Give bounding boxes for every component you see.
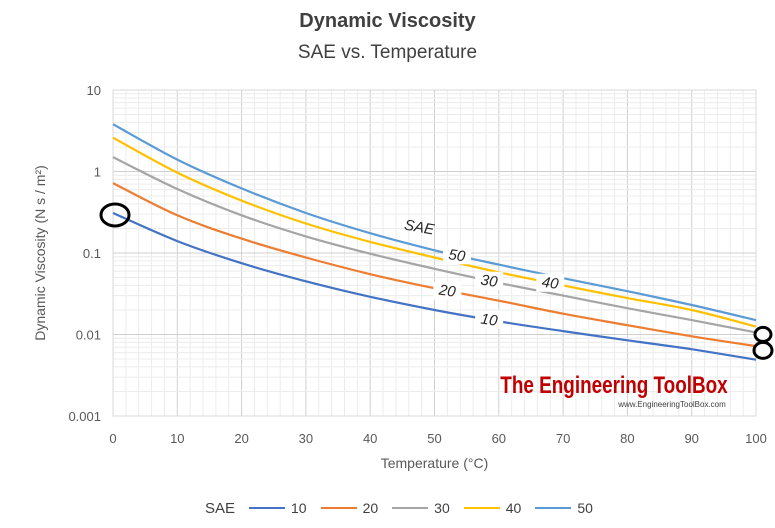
curve-labels: 10 20 30 40 50 SAE: [403, 217, 565, 330]
y-tick-label: 1: [94, 165, 101, 180]
figure-eight-marker-bottom: [752, 340, 774, 360]
legend-item-sae-50: 50: [535, 500, 593, 516]
legend-label: 50: [577, 500, 593, 516]
sae-annotation: SAE: [403, 217, 436, 239]
legend-swatch: [249, 507, 286, 509]
legend-title: SAE: [205, 499, 236, 517]
legend-swatch: [320, 507, 357, 509]
y-tick-label: 0.1: [83, 246, 101, 261]
curve-label-bg: [475, 310, 504, 329]
legend: SAE 10 20 30 40 50: [205, 496, 607, 520]
series-lines: [112, 123, 757, 361]
legend-label: 10: [291, 500, 307, 516]
y-tick-label: 10: [87, 83, 101, 98]
y-tick-label: 0.001: [68, 409, 101, 424]
grid: [112, 90, 757, 417]
curve-label-sae-20: 20: [437, 281, 458, 300]
legend-swatch: [463, 507, 500, 509]
y-axis-title: Dynamic Viscosity (N s / m²): [32, 165, 48, 341]
x-axis-title: Temperature (°C): [381, 455, 489, 471]
x-tick-label: 70: [556, 431, 570, 446]
chart-subtitle: SAE vs. Temperature: [297, 42, 478, 63]
x-tick-label: 60: [492, 431, 506, 446]
x-tick-label: 10: [170, 431, 184, 446]
legend-label: 30: [434, 500, 450, 516]
circle-marker: [99, 202, 131, 228]
curve-label-sae-10: 10: [480, 311, 500, 330]
legend-swatch: [392, 507, 429, 509]
x-tick-label: 30: [299, 431, 313, 446]
series-line-sae-50: [112, 123, 757, 322]
curve-label-sae-50: 50: [447, 246, 467, 265]
chart-title: Dynamic Viscosity: [299, 10, 476, 32]
engineering-toolbox-logo: The Engineering ToolBox www.EngineeringT…: [500, 371, 727, 409]
x-tick-label: 40: [363, 431, 377, 446]
x-tick-label: 90: [684, 431, 698, 446]
brand-name: The Engineering ToolBox: [500, 371, 727, 399]
series-line-sae-10: [112, 211, 757, 361]
curve-label-sae-30: 30: [480, 272, 500, 291]
y-tick-label: 0.01: [76, 328, 101, 343]
x-tick-label: 20: [234, 431, 248, 446]
tick-labels: 0 10 20 30 40 50 60 70 80 90 100 10 1 0.1 0.01 0.001: [68, 83, 766, 446]
legend-label: 20: [362, 500, 379, 516]
x-tick-label: 0: [109, 431, 116, 446]
x-tick-label: 80: [620, 431, 634, 446]
legend-swatch: [535, 507, 572, 509]
legend-item-sae-10: 10: [249, 500, 307, 516]
curve-label-bg: [433, 281, 462, 300]
plot-border: [112, 89, 757, 417]
legend-item-sae-30: 30: [392, 500, 450, 516]
hand-drawn-markers: [99, 202, 774, 360]
legend-item-sae-20: 20: [320, 500, 379, 516]
series-line-sae-30: [112, 156, 757, 334]
legend-item-sae-40: 40: [463, 500, 522, 516]
brand-url: www.EngineeringToolBox.com: [617, 400, 726, 409]
x-tick-label: 100: [745, 431, 767, 446]
curve-label-bg: [443, 246, 472, 265]
legend-label: 40: [505, 500, 522, 516]
curve-label-bg: [475, 271, 504, 290]
curve-label-bg: [536, 273, 565, 292]
x-tick-label: 50: [427, 431, 441, 446]
series-line-sae-40: [112, 136, 757, 328]
curve-label-sae-40: 40: [541, 274, 561, 293]
legend-items: 10 20 30 40 50: [249, 500, 607, 516]
figure-eight-marker-top: [753, 325, 773, 343]
